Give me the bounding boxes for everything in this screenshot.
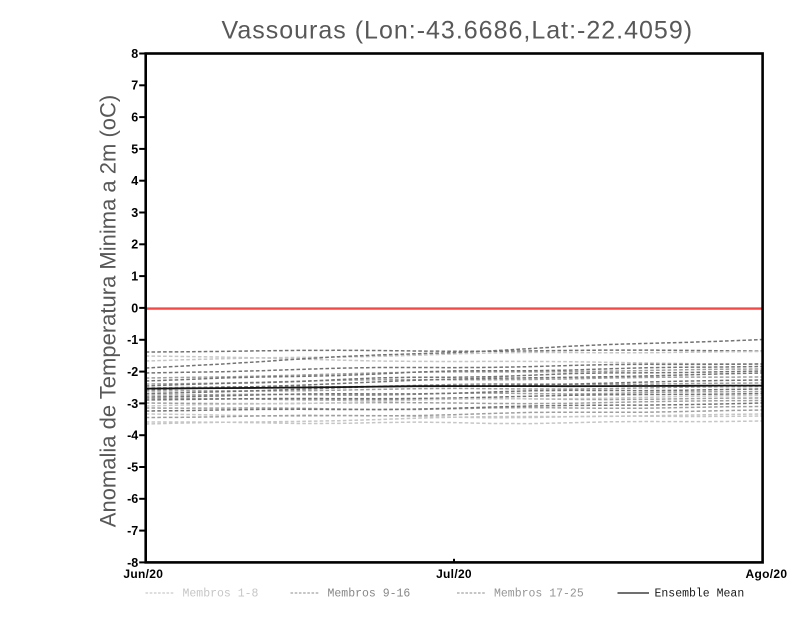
svg-text:1: 1 <box>131 270 138 284</box>
svg-text:-2: -2 <box>127 365 138 379</box>
svg-text:7: 7 <box>131 79 138 93</box>
svg-text:-5: -5 <box>127 460 138 474</box>
svg-text:Vassouras (Lon:-43.6686,Lat:-2: Vassouras (Lon:-43.6686,Lat:-22.4059) <box>222 17 694 45</box>
svg-text:5: 5 <box>131 142 138 156</box>
svg-text:Membros 1-8: Membros 1-8 <box>183 588 259 601</box>
svg-text:0: 0 <box>131 301 138 315</box>
svg-text:-7: -7 <box>127 524 138 538</box>
svg-text:4: 4 <box>131 174 138 188</box>
svg-text:-1: -1 <box>127 333 138 347</box>
svg-text:Membros 9-16: Membros 9-16 <box>328 588 411 601</box>
svg-text:Anomalia de Temperatura Minima: Anomalia de Temperatura Minima a 2m (oC) <box>96 95 121 527</box>
svg-text:Ensemble Mean: Ensemble Mean <box>655 588 745 601</box>
svg-text:2: 2 <box>131 238 138 252</box>
svg-text:-6: -6 <box>127 492 138 506</box>
svg-text:6: 6 <box>131 111 138 125</box>
svg-text:Ago/20: Ago/20 <box>745 567 787 581</box>
svg-text:Membros 17-25: Membros 17-25 <box>494 588 584 601</box>
svg-text:3: 3 <box>131 206 138 220</box>
svg-text:-4: -4 <box>127 429 138 443</box>
svg-text:8: 8 <box>131 47 138 61</box>
svg-text:-8: -8 <box>127 556 138 570</box>
svg-text:Jun/20: Jun/20 <box>123 567 163 581</box>
svg-text:-3: -3 <box>127 397 138 411</box>
svg-text:Jul/20: Jul/20 <box>436 567 472 581</box>
